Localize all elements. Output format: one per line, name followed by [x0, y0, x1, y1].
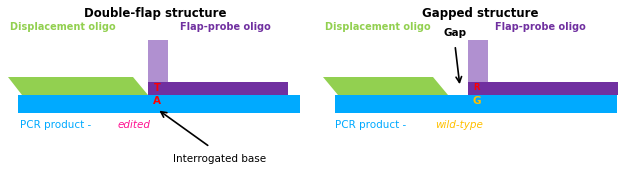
Text: Gapped structure: Gapped structure [422, 7, 538, 20]
FancyBboxPatch shape [468, 82, 618, 95]
FancyBboxPatch shape [18, 95, 300, 113]
Text: Displacement oligo: Displacement oligo [10, 22, 115, 32]
Text: A: A [153, 96, 161, 106]
Text: Gap: Gap [444, 28, 466, 38]
Text: Flap-probe oligo: Flap-probe oligo [180, 22, 271, 32]
FancyBboxPatch shape [148, 82, 288, 95]
Text: T: T [153, 83, 160, 93]
Text: Interrogated base: Interrogated base [174, 154, 266, 164]
Text: PCR product -: PCR product - [335, 120, 410, 130]
Text: wild-type: wild-type [435, 120, 483, 130]
FancyBboxPatch shape [468, 40, 488, 82]
Polygon shape [8, 77, 148, 95]
Text: Flap-probe oligo: Flap-probe oligo [495, 22, 586, 32]
Text: edited: edited [118, 120, 151, 130]
Text: PCR product -: PCR product - [20, 120, 95, 130]
Polygon shape [323, 77, 448, 95]
Text: Displacement oligo: Displacement oligo [325, 22, 430, 32]
Text: R: R [474, 83, 480, 92]
FancyBboxPatch shape [335, 95, 617, 113]
Text: Double-flap structure: Double-flap structure [84, 7, 227, 20]
Text: G: G [473, 96, 481, 106]
FancyBboxPatch shape [148, 40, 168, 82]
